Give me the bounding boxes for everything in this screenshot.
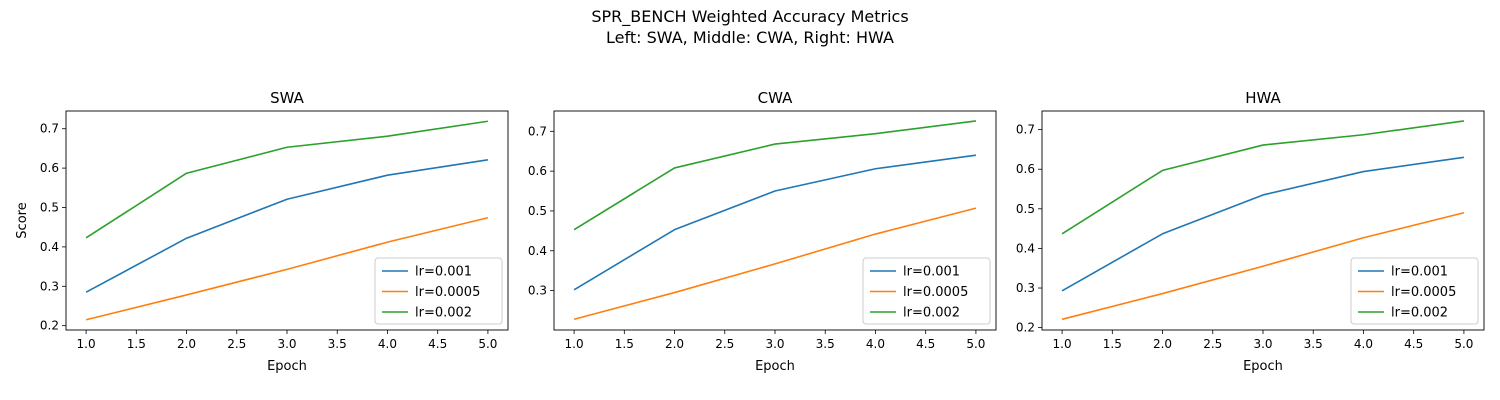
x-tick-label: 2.0 [177,337,196,351]
y-tick-label: 0.5 [1016,202,1035,216]
legend-label: lr=0.001 [903,265,960,280]
series-line-lr-0.002 [1061,120,1465,235]
subplots: SWA 1.0 1.5 2.0 2.5 3.0 3.5 4.0 4.5 5.0 0.2 0.3 0.4 0… [15,89,1485,374]
x-axis-label: Epoch [267,359,307,374]
series-line-lr-0.001 [85,159,489,293]
legend-box [1350,257,1479,325]
y-tick-label: 0.7 [528,124,547,138]
x-tick-label: 1.0 [565,337,584,351]
subplot-hwa: HWA 1.0 1.5 2.0 2.5 3.0 3.5 4.0 4.5 5.0 0.2 0.3 0.4 0… [1016,89,1485,374]
x-tick-label: 3.5 [816,337,835,351]
x-tick-label: 3.0 [1253,337,1272,351]
x-tick-label: 4.5 [1404,337,1423,351]
x-tick-label: 5.0 [1454,337,1473,351]
y-tick-label: 0.5 [40,201,59,215]
subplot-cwa: CWA 1.0 1.5 2.0 2.5 3.0 3.5 4.0 4.5 5.0 0.3 0.4 0.5 0… [528,89,997,374]
y-tick-label: 0.4 [40,240,59,254]
series-line-lr-0.0005 [573,207,977,321]
series-line-lr-0.0005 [85,216,489,321]
x-axis-label: Epoch [755,359,795,374]
y-tick-label: 0.5 [528,204,547,218]
legend-label: lr=0.002 [903,306,960,321]
y-tick-label: 0.6 [528,164,547,178]
y-axis-label: Score [15,202,30,238]
legend-label: lr=0.002 [1391,306,1448,321]
legend-box [374,257,503,325]
x-tick-label: 3.5 [1304,337,1323,351]
x-tick-label: 1.0 [1053,337,1072,351]
x-tick-label: 4.0 [866,337,885,351]
x-tick-label: 5.0 [478,337,497,351]
x-tick-label: 2.0 [1153,337,1172,351]
series-line-lr-0.002 [85,120,489,239]
x-tick-label: 1.5 [1103,337,1122,351]
x-tick-label: 4.5 [428,337,447,351]
x-tick-label: 2.0 [665,337,684,351]
y-tick-label: 0.7 [1016,123,1035,137]
legend-label: lr=0.002 [415,306,472,321]
y-tick-label: 0.2 [40,319,59,333]
x-tick-label: 4.5 [916,337,935,351]
y-tick-label: 0.3 [528,284,547,298]
legend-label: lr=0.0005 [415,285,480,300]
legend-label: lr=0.001 [415,265,472,280]
legend: lr=0.001 lr=0.0005 lr=0.002 [862,257,991,325]
series-line-lr-0.001 [1061,156,1465,292]
y-tick-label: 0.4 [1016,241,1035,255]
x-axis-label: Epoch [1243,359,1283,374]
x-tick-label: 1.5 [127,337,146,351]
series-line-lr-0.001 [573,154,977,291]
legend-label: lr=0.0005 [1391,285,1456,300]
x-tick-label: 2.5 [715,337,734,351]
x-tick-label: 1.0 [77,337,96,351]
subplot-title: SWA [270,89,305,107]
x-tick-label: 2.5 [227,337,246,351]
subplot-title: HWA [1245,89,1281,107]
y-tick-label: 0.3 [40,279,59,293]
subplot-title: CWA [758,89,793,107]
x-tick-label: 3.0 [765,337,784,351]
x-tick-label: 2.5 [1203,337,1222,351]
figure-title-line2: Left: SWA, Middle: CWA, Right: HWA [606,28,894,47]
x-tick-label: 5.0 [966,337,985,351]
figure-title-line1: SPR_BENCH Weighted Accuracy Metrics [591,7,908,27]
legend: lr=0.001 lr=0.0005 lr=0.002 [374,257,503,325]
subplot-swa: SWA 1.0 1.5 2.0 2.5 3.0 3.5 4.0 4.5 5.0 0.2 0.3 0.4 0… [15,89,509,374]
y-tick-label: 0.6 [1016,162,1035,176]
x-tick-label: 4.0 [378,337,397,351]
y-tick-label: 0.7 [40,122,59,136]
series-line-lr-0.002 [573,120,977,231]
legend-label: lr=0.001 [1391,265,1448,280]
legend-box [862,257,991,325]
series-line-lr-0.0005 [1061,212,1465,321]
x-tick-label: 1.5 [615,337,634,351]
legend: lr=0.001 lr=0.0005 lr=0.002 [1350,257,1479,325]
y-tick-label: 0.4 [528,244,547,258]
legend-label: lr=0.0005 [903,285,968,300]
y-tick-label: 0.3 [1016,281,1035,295]
x-tick-label: 3.5 [328,337,347,351]
y-tick-label: 0.2 [1016,321,1035,335]
x-tick-label: 4.0 [1354,337,1373,351]
x-tick-label: 3.0 [277,337,296,351]
y-tick-label: 0.6 [40,161,59,175]
